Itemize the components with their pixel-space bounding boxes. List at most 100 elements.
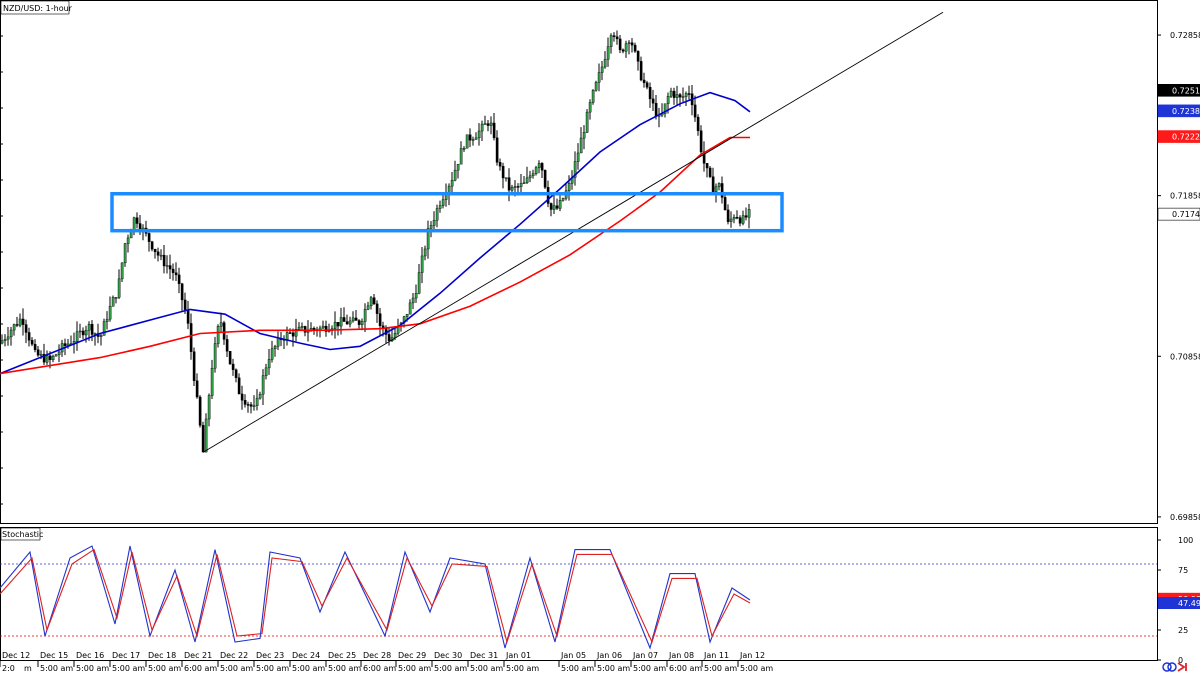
bullish-candle (462, 148, 466, 150)
bearish-candle (42, 354, 46, 363)
date-tick-label: Jan 11 (703, 651, 729, 660)
stochastic-tick-label: 0 (1178, 656, 1183, 665)
bearish-candle (198, 396, 202, 426)
bearish-candle (699, 130, 703, 153)
time-tick-label: m (24, 664, 32, 673)
stochastic-title: Stochastic (2, 530, 43, 539)
bullish-candle (741, 215, 745, 224)
bearish-candle (378, 313, 382, 327)
bullish-candle (123, 243, 127, 264)
bearish-candle (738, 217, 742, 224)
bearish-candle (312, 328, 316, 330)
bullish-candle (504, 177, 508, 179)
bullish-candle (126, 237, 130, 244)
chart-title: NZD/USD: 1-hour (3, 4, 73, 13)
bullish-candle (216, 326, 220, 344)
bearish-candle (711, 176, 715, 192)
bearish-candle (156, 251, 160, 256)
stochastic-main-line (0, 545, 751, 650)
bearish-candle (27, 332, 31, 341)
bearish-candle (735, 216, 739, 219)
time-tick-label: 5:00 am (434, 664, 467, 673)
bullish-candle (426, 228, 430, 250)
bullish-candle (684, 93, 688, 97)
date-tick-label: Jan 07 (632, 651, 658, 660)
time-tick-label: 5:00 am (597, 664, 630, 673)
date-tick-label: Dec 16 (76, 651, 104, 660)
bullish-candle (717, 183, 721, 187)
bearish-candle (189, 323, 193, 352)
bearish-candle (375, 303, 379, 314)
bullish-candle (0, 340, 4, 344)
bearish-candle (678, 94, 682, 98)
bullish-candle (474, 137, 478, 140)
y-tick-label: 0.70858 (1170, 352, 1200, 361)
date-tick-label: Dec 31 (470, 651, 498, 660)
bullish-candle (285, 332, 289, 340)
bearish-candle (612, 35, 616, 37)
bullish-candle (465, 134, 469, 149)
price-tag-box (1157, 207, 1200, 221)
bullish-candle (675, 94, 679, 98)
bullish-candle (483, 123, 487, 125)
bullish-candle (567, 183, 571, 192)
stochastic-value-box (1158, 597, 1200, 610)
bearish-candle (237, 377, 241, 395)
bullish-candle (537, 163, 541, 168)
bullish-candle (609, 35, 613, 47)
moving-average-blue (0, 91, 751, 375)
link-icon[interactable] (1162, 662, 1177, 672)
bearish-candle (501, 166, 505, 179)
bullish-candle (429, 225, 433, 229)
y-tick-label: 0.72858 (1170, 31, 1200, 40)
bearish-candle (30, 340, 34, 345)
bearish-candle (705, 163, 709, 169)
bullish-candle (597, 72, 601, 83)
time-tick-label: 5:00 am (398, 664, 431, 673)
bullish-candle (456, 163, 460, 171)
bullish-candle (747, 209, 751, 218)
bullish-candle (732, 216, 736, 220)
time-tick-label: 5:00 am (292, 664, 325, 673)
bullish-candle (558, 200, 562, 209)
bearish-candle (135, 217, 139, 224)
stochastic-signal-line (0, 548, 751, 644)
date-tick-label: Dec 28 (363, 651, 391, 660)
bullish-candle (297, 326, 301, 330)
bullish-candle (78, 330, 82, 333)
time-tick-label: 5:00 am (40, 664, 73, 673)
bullish-candle (420, 255, 424, 273)
bullish-candle (45, 355, 49, 363)
bullish-candle (666, 96, 670, 104)
bullish-candle (276, 338, 280, 347)
bullish-candle (99, 335, 103, 337)
date-tick-label: Jan 01 (505, 651, 531, 660)
scroll-end-icon[interactable] (1177, 662, 1187, 672)
bullish-candle (102, 321, 106, 336)
price-tag-label: 0.72386 (1172, 107, 1200, 116)
bullish-candle (414, 293, 418, 299)
bullish-candle (75, 331, 79, 342)
price-tag-label: 0.72226 (1172, 133, 1200, 142)
bearish-candle (357, 320, 361, 325)
bearish-candle (651, 98, 655, 104)
price-tag-label: 0.71743 (1172, 210, 1200, 219)
time-tick-label: 5:00 am (148, 664, 181, 673)
bullish-candle (348, 320, 352, 325)
date-tick-label: Dec 25 (328, 651, 356, 660)
time-tick-label: 6:00 am (363, 664, 396, 673)
bearish-candle (543, 170, 547, 188)
bullish-candle (213, 343, 217, 369)
bearish-candle (336, 321, 340, 327)
bullish-candle (360, 321, 364, 325)
bullish-candle (681, 96, 685, 98)
time-tick-label: 5:00 am (76, 664, 109, 673)
bearish-candle (723, 197, 727, 211)
bearish-candle (540, 163, 544, 171)
bullish-candle (582, 132, 586, 139)
bullish-candle (54, 354, 58, 357)
bullish-candle (18, 318, 22, 326)
date-tick-label: Jan 05 (560, 651, 586, 660)
bullish-candle (435, 208, 439, 221)
